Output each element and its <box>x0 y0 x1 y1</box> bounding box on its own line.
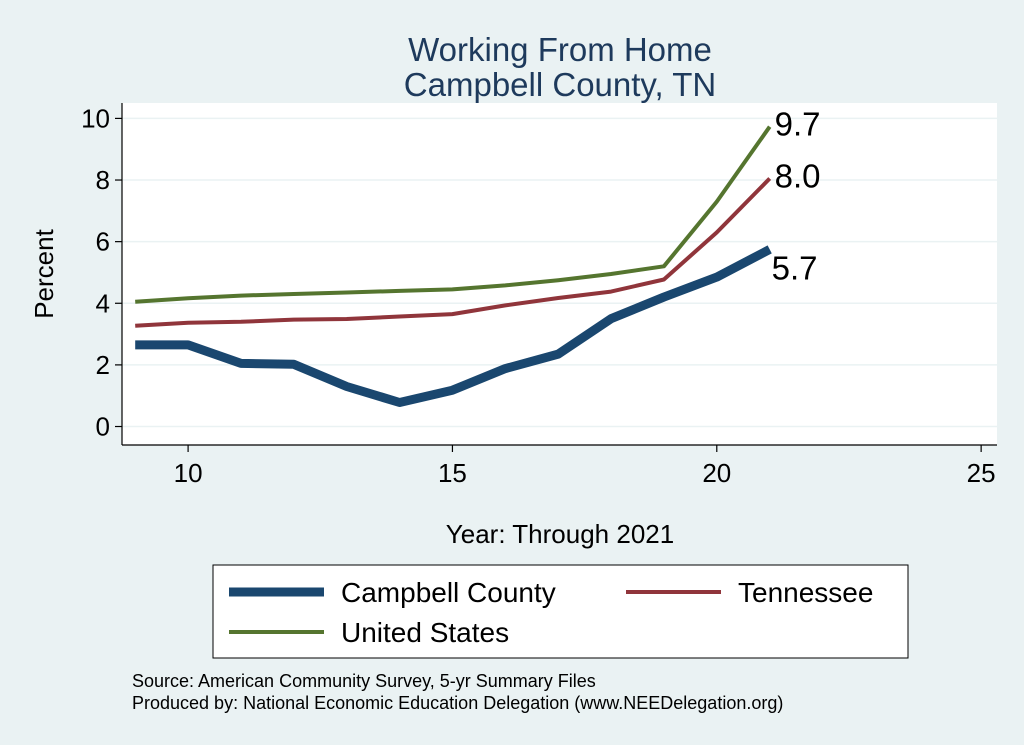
end-label-campbell-county: 5.7 <box>772 249 818 286</box>
y-tick-label-6: 6 <box>96 227 110 257</box>
y-tick-label-10: 10 <box>81 103 110 133</box>
y-tick-label-8: 8 <box>96 165 110 195</box>
end-label-tennessee: 8.0 <box>775 157 821 194</box>
axes: 0 2 4 6 8 10 10 15 20 25 <box>81 103 997 488</box>
x-tick-label-10: 10 <box>174 458 203 488</box>
y-axis-title: Percent <box>29 228 59 318</box>
source-note: Source: American Community Survey, 5-yr … <box>132 671 596 691</box>
y-tick-label-2: 2 <box>96 350 110 380</box>
x-tick-label-15: 15 <box>438 458 467 488</box>
chart-subtitle: Campbell County, TN <box>404 66 716 103</box>
series-line-united-states <box>135 125 772 304</box>
x-tick-label-20: 20 <box>702 458 731 488</box>
x-axis-title: Year: Through 2021 <box>446 519 674 549</box>
legend-label-tennessee: Tennessee <box>738 577 873 608</box>
end-label-united-states: 9.7 <box>775 106 821 143</box>
series-group: 5.7 8.0 9.7 <box>135 106 821 407</box>
y-tick-label-4: 4 <box>96 288 110 318</box>
legend: Campbell County Tennessee United States <box>229 577 873 648</box>
x-tick-label-25: 25 <box>967 458 996 488</box>
legend-label-united-states: United States <box>341 617 509 648</box>
chart-title: Working From Home <box>408 31 712 68</box>
producer-note: Produced by: National Economic Education… <box>132 693 783 713</box>
y-tick-label-0: 0 <box>96 412 110 442</box>
series-line-campbell-county <box>135 245 772 407</box>
plot-area <box>122 103 997 445</box>
series-line-tennessee <box>135 177 772 328</box>
legend-box <box>212 564 909 659</box>
legend-label-campbell-county: Campbell County <box>341 577 556 608</box>
